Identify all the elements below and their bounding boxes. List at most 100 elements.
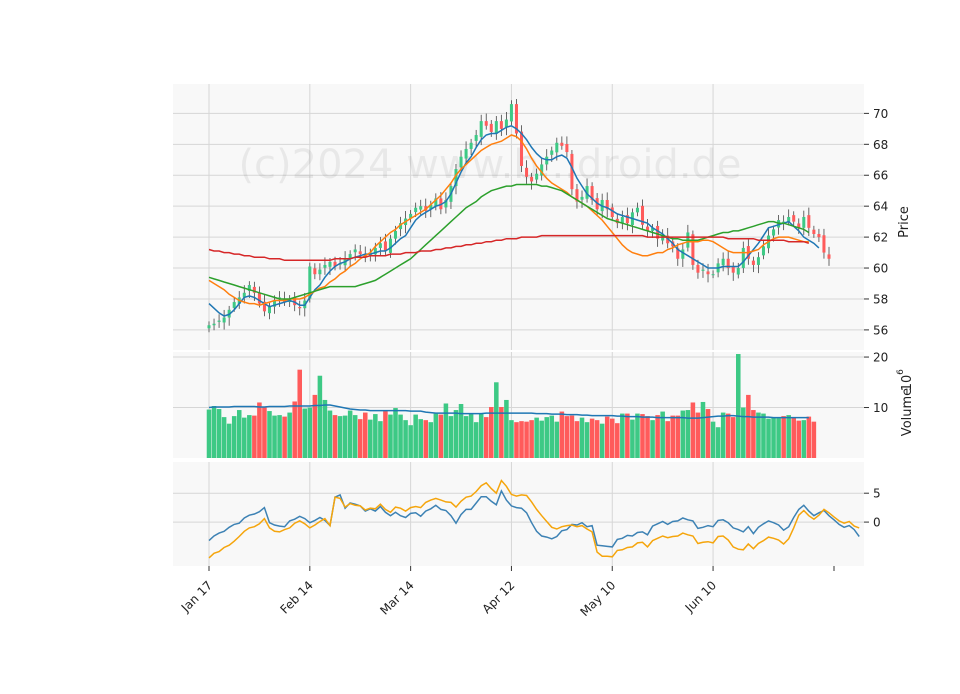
- volume-bar: [327, 410, 333, 458]
- volume-bar: [584, 422, 590, 458]
- candle-body: [348, 254, 352, 259]
- candle-body: [555, 142, 559, 153]
- volume-bar: [373, 414, 378, 458]
- volume-bar: [297, 369, 302, 458]
- volume-bar: [483, 417, 489, 458]
- candle-body: [464, 148, 468, 159]
- volume-bar: [206, 409, 212, 458]
- volume-bar: [312, 394, 318, 458]
- volume-bar: [665, 421, 670, 458]
- candle-body: [792, 215, 796, 222]
- volume-bar: [549, 415, 555, 458]
- volume-bar: [433, 413, 439, 458]
- volume-bar: [599, 423, 605, 458]
- candle-body: [378, 243, 382, 248]
- candle-body: [625, 215, 629, 224]
- volume-bar: [236, 410, 242, 458]
- volume-bar: [801, 420, 807, 458]
- candle-body: [393, 230, 398, 239]
- volume-bar: [730, 417, 736, 458]
- y-tick-label: 5: [873, 487, 881, 501]
- candle-body: [736, 268, 740, 275]
- series-line-sma-100: [208, 234, 810, 262]
- panel-bg: [173, 84, 864, 350]
- x-tick-label: Jan 17: [178, 578, 215, 615]
- volume-bar: [539, 420, 544, 458]
- y-tick-label: 68: [873, 138, 888, 152]
- candle-body: [635, 207, 639, 213]
- volume-bar: [337, 416, 343, 458]
- watermark: (c)2024 www.b...droid.de: [238, 142, 741, 188]
- volume-bar: [761, 413, 766, 458]
- volume-bar: [680, 410, 686, 458]
- volume-bar: [443, 403, 449, 458]
- candle-body: [217, 320, 221, 322]
- price-axis-label: Price: [897, 206, 912, 238]
- volume-bar: [428, 422, 434, 458]
- volume-bar: [262, 407, 267, 458]
- x-tick-label: Apr 12: [479, 578, 517, 616]
- volume-ma-line: [208, 404, 809, 419]
- candle-body: [812, 229, 816, 235]
- candle-body: [267, 306, 271, 314]
- volume-bar: [272, 415, 277, 458]
- volume-bar: [625, 413, 630, 458]
- candle-body: [252, 286, 256, 293]
- volume-bar: [332, 415, 338, 458]
- candle-body: [701, 269, 705, 271]
- candle-body: [444, 199, 448, 208]
- candle-body: [651, 227, 655, 231]
- candle-body: [525, 167, 529, 177]
- volume-bar: [811, 421, 817, 458]
- candle-body: [676, 248, 680, 259]
- candle-body: [414, 207, 418, 213]
- candle-body: [661, 235, 665, 241]
- volume-bar: [715, 427, 721, 458]
- volume-bar: [574, 421, 580, 458]
- candle-body: [696, 264, 700, 273]
- candle-body: [262, 301, 266, 312]
- y-tick-label: 20: [873, 351, 888, 365]
- volume-bar: [615, 423, 620, 458]
- candle-body: [323, 264, 327, 268]
- candle-body: [293, 297, 297, 306]
- volume-bar: [247, 415, 252, 458]
- volume-bar: [342, 415, 348, 458]
- candle-body: [459, 156, 463, 168]
- candle-body: [313, 268, 317, 275]
- candle-body: [640, 205, 645, 225]
- volume-bar: [685, 410, 691, 458]
- volume-bar: [710, 421, 716, 458]
- volume-bar: [609, 418, 615, 458]
- volume-bar: [282, 416, 287, 458]
- volume-bar: [448, 416, 454, 458]
- volume-bar: [660, 411, 665, 458]
- volume-bar: [463, 416, 469, 458]
- volume-bar: [453, 410, 459, 458]
- volume-axis-label: Volume: [900, 388, 915, 436]
- volume-bar: [494, 382, 499, 458]
- candle-body: [499, 121, 503, 129]
- volume-bar: [746, 394, 751, 458]
- volume-bar: [806, 416, 812, 458]
- candle-body: [751, 260, 755, 265]
- volume-bar: [393, 408, 398, 458]
- volume-bar: [302, 408, 308, 458]
- candle-body: [509, 104, 513, 122]
- volume-bar: [670, 415, 676, 458]
- candle-body: [333, 261, 337, 267]
- candle-body: [802, 217, 806, 228]
- candle-body: [454, 169, 458, 187]
- volume-bar: [317, 375, 323, 458]
- volume-bar: [695, 412, 701, 458]
- candle-body: [273, 300, 277, 307]
- y-tick-label: 60: [873, 262, 888, 276]
- candle-body: [257, 292, 261, 304]
- volume-bar: [226, 423, 232, 458]
- volume-bar: [741, 407, 746, 458]
- volume-axis-exponent-power: 6: [896, 369, 906, 375]
- candle-body: [550, 150, 554, 155]
- volume-bar: [499, 407, 504, 458]
- candle-body: [610, 207, 614, 217]
